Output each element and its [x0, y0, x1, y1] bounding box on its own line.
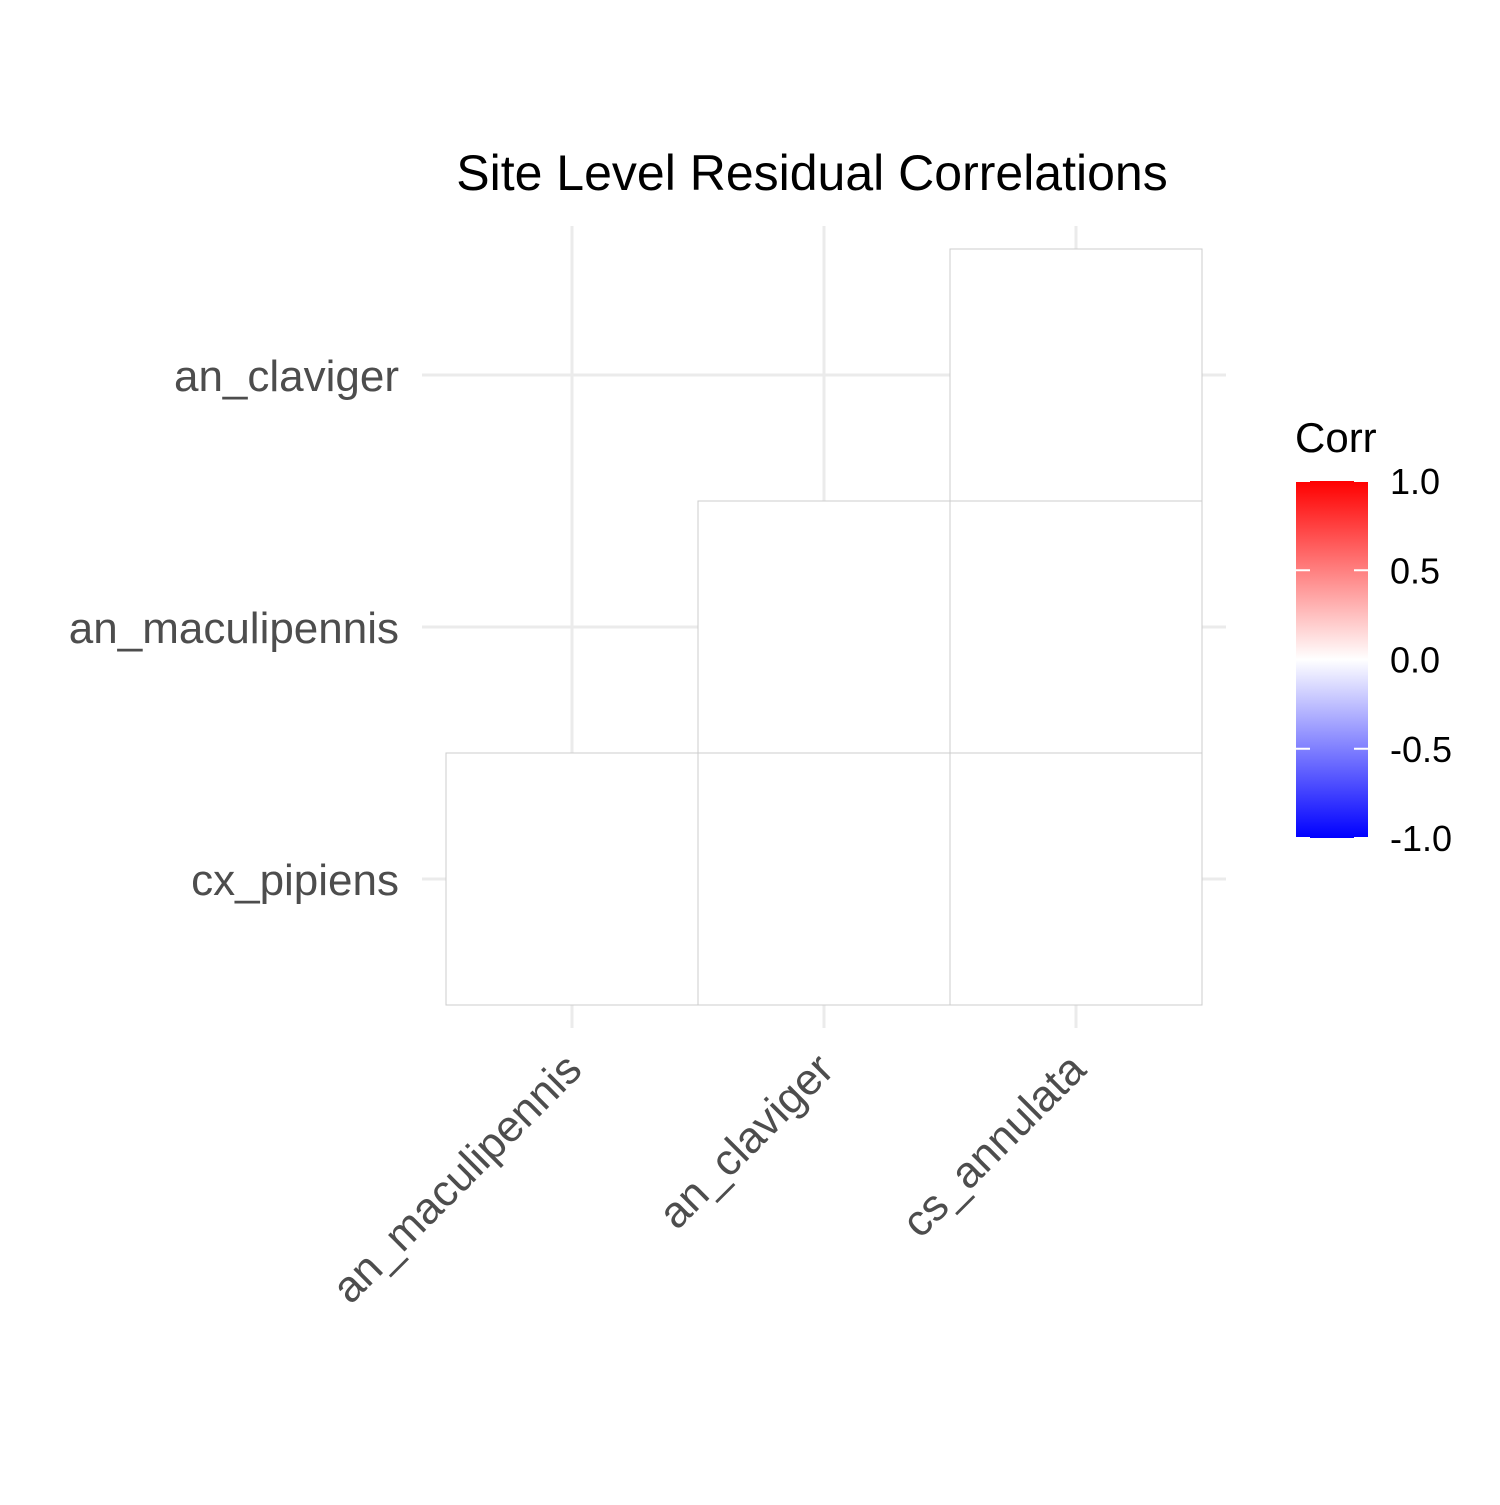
y-tick-label: cx_pipiens [191, 856, 399, 905]
legend-tick-label: 1.0 [1390, 461, 1440, 502]
legend-tick-label: 0.0 [1390, 640, 1440, 681]
chart-title: Site Level Residual Correlations [456, 145, 1167, 201]
heatmap-tile [949, 500, 1203, 754]
y-tick-label: an_maculipennis [69, 604, 399, 653]
heatmap-tile [949, 248, 1203, 502]
legend-tick-label: 0.5 [1390, 550, 1440, 591]
color-legend: Corr 1.0 0.5 0.0 -0.5 -1.0 [1295, 414, 1452, 859]
legend-tick-label: -0.5 [1390, 729, 1452, 770]
y-axis-tick-labels: cx_pipiens an_maculipennis an_claviger [69, 352, 399, 905]
heatmap-tile [949, 752, 1203, 1006]
x-tick-label: cs_annulata [893, 1044, 1096, 1247]
x-tick-label: an_maculipennis [323, 1044, 591, 1312]
heatmap-tile [445, 752, 699, 1006]
x-tick-label: an_claviger [649, 1044, 843, 1238]
heatmap-tiles [445, 248, 1203, 1006]
legend-tick-label: -1.0 [1390, 818, 1452, 859]
y-tick-label: an_claviger [174, 352, 399, 401]
legend-title: Corr [1295, 414, 1377, 461]
heatmap-tile [697, 752, 951, 1006]
x-axis-tick-labels: an_maculipennis an_claviger cs_annulata [323, 1044, 1096, 1313]
heatmap-tile [697, 500, 951, 754]
